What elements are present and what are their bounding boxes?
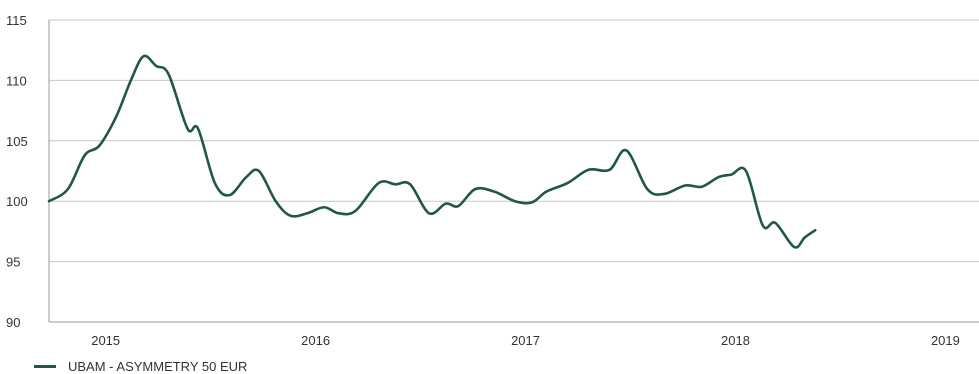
- axis-layer: 90 95 100 105 110 115 2015 2016 2017 2018 2019: [6, 13, 979, 348]
- y-tick-label: 110: [6, 73, 27, 88]
- legend-swatch: [34, 364, 56, 368]
- x-tick-label: 2018: [721, 333, 750, 348]
- series-line-0: [47, 54, 817, 249]
- x-tick-label: 2017: [511, 333, 540, 348]
- series-layer: [47, 54, 817, 249]
- x-tick-label: 2019: [931, 333, 960, 348]
- x-tick-label: 2016: [301, 333, 330, 348]
- x-tick-label: 2015: [91, 333, 120, 348]
- y-tick-label: 95: [6, 255, 20, 270]
- y-tick-label: 100: [6, 194, 28, 209]
- legend: UBAM - ASYMMETRY 50 EUR: [34, 358, 247, 374]
- grid-layer: [49, 19, 979, 323]
- legend-label: UBAM - ASYMMETRY 50 EUR: [68, 358, 248, 374]
- y-tick-label: 90: [6, 315, 20, 330]
- y-tick-label: 115: [6, 13, 27, 28]
- y-tick-label: 105: [6, 134, 28, 149]
